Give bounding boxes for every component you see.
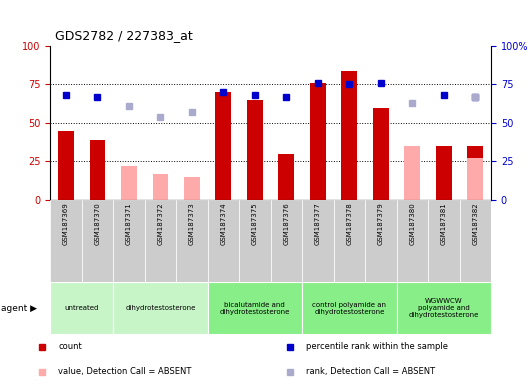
Text: GSM187370: GSM187370	[95, 202, 100, 245]
Text: GDS2782 / 227383_at: GDS2782 / 227383_at	[55, 29, 193, 42]
Text: GSM187382: GSM187382	[472, 202, 478, 245]
Bar	[467, 158, 483, 200]
Bar	[239, 200, 270, 282]
Bar	[184, 177, 200, 200]
Text: WGWWCW
polyamide and
dihydrotestosterone: WGWWCW polyamide and dihydrotestosterone	[409, 298, 479, 318]
Bar	[334, 200, 365, 282]
Text: untreated: untreated	[64, 305, 99, 311]
Text: GSM187379: GSM187379	[378, 202, 384, 245]
Bar	[208, 282, 302, 334]
Text: count: count	[58, 342, 82, 351]
Bar	[113, 200, 145, 282]
Text: GSM187378: GSM187378	[346, 202, 352, 245]
Bar	[270, 200, 302, 282]
Bar	[404, 146, 420, 200]
Bar	[153, 174, 168, 200]
Bar	[278, 154, 294, 200]
Bar	[247, 100, 263, 200]
Bar	[302, 200, 334, 282]
Text: agent ▶: agent ▶	[1, 304, 36, 313]
Bar	[373, 108, 389, 200]
Bar	[467, 146, 483, 200]
Bar	[50, 282, 113, 334]
Text: GSM187375: GSM187375	[252, 202, 258, 245]
Bar	[342, 71, 357, 200]
Bar	[176, 200, 208, 282]
Text: GSM187381: GSM187381	[441, 202, 447, 245]
Bar	[436, 146, 451, 200]
Text: bicalutamide and
dihydrotestosterone: bicalutamide and dihydrotestosterone	[220, 302, 290, 314]
Text: GSM187377: GSM187377	[315, 202, 321, 245]
Text: value, Detection Call = ABSENT: value, Detection Call = ABSENT	[58, 367, 192, 376]
Bar	[121, 166, 137, 200]
Text: control polyamide an
dihydrotestosterone: control polyamide an dihydrotestosterone	[313, 302, 386, 314]
Bar	[310, 83, 326, 200]
Bar	[113, 282, 208, 334]
Bar	[208, 200, 239, 282]
Text: GSM187374: GSM187374	[220, 202, 227, 245]
Bar	[82, 200, 113, 282]
Text: GSM187371: GSM187371	[126, 202, 132, 245]
Bar	[428, 200, 459, 282]
Text: GSM187376: GSM187376	[284, 202, 289, 245]
Bar	[215, 92, 231, 200]
Text: rank, Detection Call = ABSENT: rank, Detection Call = ABSENT	[306, 367, 436, 376]
Bar	[459, 200, 491, 282]
Bar	[50, 200, 82, 282]
Bar	[58, 131, 74, 200]
Bar	[90, 140, 105, 200]
Text: GSM187372: GSM187372	[157, 202, 163, 245]
Bar	[397, 282, 491, 334]
Bar	[397, 200, 428, 282]
Bar	[145, 200, 176, 282]
Text: GSM187380: GSM187380	[409, 202, 416, 245]
Text: GSM187369: GSM187369	[63, 202, 69, 245]
Bar	[302, 282, 397, 334]
Text: dihydrotestosterone: dihydrotestosterone	[125, 305, 195, 311]
Bar	[365, 200, 397, 282]
Text: percentile rank within the sample: percentile rank within the sample	[306, 342, 448, 351]
Text: GSM187373: GSM187373	[189, 202, 195, 245]
